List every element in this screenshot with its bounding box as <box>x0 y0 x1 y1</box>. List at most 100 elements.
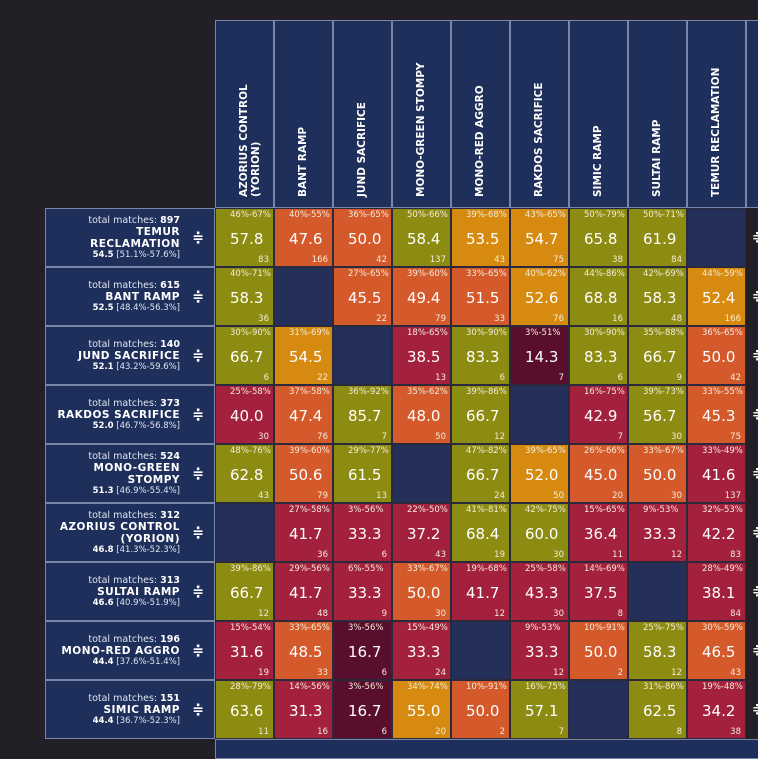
matchup-cell[interactable]: 6%-55% 33.3 9 <box>333 562 392 621</box>
matchup-cell[interactable]: 44%-86% 68.8 16 <box>569 267 628 326</box>
column-header[interactable]: SULTAI RAMP <box>628 20 687 208</box>
column-header[interactable]: MONO-GREEN STOMPY <box>392 20 451 208</box>
matchup-cell[interactable]: 14%-56% 31.3 16 <box>274 680 333 739</box>
row-header[interactable]: total matches: 151 SIMIC RAMP 44.4 [36.7%-… <box>45 680 215 739</box>
matchup-cell[interactable]: 29%-56% 41.7 48 <box>274 562 333 621</box>
sort-icon[interactable]: ≑ <box>192 406 204 423</box>
sort-icon[interactable]: ≑ <box>192 583 204 600</box>
matchup-cell[interactable]: 37%-58% 47.4 76 <box>274 385 333 444</box>
matchup-cell[interactable]: 33%-67% 50.0 30 <box>628 444 687 503</box>
row-header[interactable]: total matches: 313 SULTAI RAMP 46.6 [40.9%… <box>45 562 215 621</box>
matchup-cell[interactable]: 28%-79% 63.6 11 <box>215 680 274 739</box>
matchup-cell[interactable]: 33%-67% 50.0 30 <box>392 562 451 621</box>
matchup-cell[interactable]: 3%-56% 16.7 6 <box>333 680 392 739</box>
column-header[interactable]: BANT RAMP <box>274 20 333 208</box>
sort-icon[interactable]: ≑ <box>192 524 204 541</box>
column-header[interactable]: SIMIC RAMP <box>569 20 628 208</box>
column-header[interactable]: MONO-RED AGGRO <box>451 20 510 208</box>
matchup-cell[interactable]: 3%-56% 33.3 6 <box>333 503 392 562</box>
matchup-cell[interactable]: 44%-59% 52.4 166 <box>687 267 746 326</box>
row-header[interactable]: total matches: 140 JUND SACRIFICE 52.1 [43… <box>45 326 215 385</box>
matchup-cell[interactable]: 28%-49% 38.1 84 <box>687 562 746 621</box>
matchup-cell[interactable]: 40%-62% 52.6 76 <box>510 267 569 326</box>
column-header[interactable]: AZORIUS CONTROL (YORION) <box>215 20 274 208</box>
matchup-cell[interactable]: 3%-56% 16.7 6 <box>333 621 392 680</box>
matchup-cell[interactable]: 33%-49% 41.6 137 <box>687 444 746 503</box>
row-header[interactable]: total matches: 897 TEMUR RECLAMATION 54.5 … <box>45 208 215 267</box>
sort-icon[interactable]: ≑ <box>192 465 204 482</box>
matchup-cell[interactable]: 34%-74% 55.0 20 <box>392 680 451 739</box>
matchup-cell[interactable]: 30%-59% 46.5 43 <box>687 621 746 680</box>
matchup-cell[interactable]: 35%-88% 66.7 9 <box>628 326 687 385</box>
row-header[interactable]: total matches: 373 RAKDOS SACRIFICE 52.0 [… <box>45 385 215 444</box>
matchup-cell[interactable]: 25%-58% 40.0 30 <box>215 385 274 444</box>
matchup-cell[interactable]: 47%-82% 66.7 24 <box>451 444 510 503</box>
matchup-cell[interactable]: 31%-86% 62.5 8 <box>628 680 687 739</box>
matchup-cell[interactable]: 15%-54% 31.6 19 <box>215 621 274 680</box>
matchup-cell[interactable]: 40%-71% 58.3 36 <box>215 267 274 326</box>
matchup-cell[interactable]: 26%-66% 45.0 20 <box>569 444 628 503</box>
row-header[interactable]: total matches: 312 AZORIUS CONTROL (YORIO… <box>45 503 215 562</box>
row-header[interactable]: total matches: 196 MONO-RED AGGRO 44.4 [37… <box>45 621 215 680</box>
matchup-cell[interactable]: 15%-65% 36.4 11 <box>569 503 628 562</box>
matchup-cell[interactable]: 48%-76% 62.8 43 <box>215 444 274 503</box>
matchup-cell[interactable]: 42%-69% 58.3 48 <box>628 267 687 326</box>
matchup-cell[interactable]: 40%-55% 47.6 166 <box>274 208 333 267</box>
column-header[interactable]: JUND SACRIFICE <box>333 20 392 208</box>
sort-icon[interactable]: ≑ <box>192 288 204 305</box>
matchup-cell[interactable]: 19%-48% 34.2 38 <box>687 680 746 739</box>
matchup-cell[interactable]: 33%-55% 45.3 75 <box>687 385 746 444</box>
matchup-cell[interactable]: 10%-91% 50.0 2 <box>569 621 628 680</box>
matchup-cell[interactable]: 43%-65% 54.7 75 <box>510 208 569 267</box>
matchup-cell[interactable]: 30%-90% 66.7 6 <box>215 326 274 385</box>
matchup-cell[interactable]: 30%-90% 83.3 6 <box>451 326 510 385</box>
matchup-cell[interactable]: 46%-67% 57.8 83 <box>215 208 274 267</box>
matchup-cell[interactable]: 36%-65% 50.0 42 <box>687 326 746 385</box>
sort-icon[interactable]: ≑ <box>192 347 204 364</box>
matchup-cell[interactable]: 22%-50% 37.2 43 <box>392 503 451 562</box>
matchup-cell[interactable]: 39%-86% 66.7 12 <box>451 385 510 444</box>
matchup-cell[interactable]: 39%-65% 52.0 50 <box>510 444 569 503</box>
cell-confidence-interval: 19%-48% <box>702 682 743 692</box>
matchup-cell[interactable]: 39%-86% 66.7 12 <box>215 562 274 621</box>
matchup-cell[interactable]: 9%-53% 33.3 12 <box>510 621 569 680</box>
matchup-cell[interactable]: 32%-53% 42.2 83 <box>687 503 746 562</box>
matchup-cell[interactable]: 31%-69% 54.5 22 <box>274 326 333 385</box>
column-header[interactable]: RAKDOS SACRIFICE <box>510 20 569 208</box>
matchup-cell[interactable]: 30%-90% 83.3 6 <box>569 326 628 385</box>
matchup-cell[interactable]: 27%-58% 41.7 36 <box>274 503 333 562</box>
matchup-cell[interactable]: 36%-92% 85.7 7 <box>333 385 392 444</box>
matchup-cell[interactable]: 15%-49% 33.3 24 <box>392 621 451 680</box>
sort-icon[interactable]: ≑ <box>192 701 204 718</box>
matchup-cell[interactable]: 16%-75% 57.1 7 <box>510 680 569 739</box>
matchup-cell[interactable]: 33%-65% 48.5 33 <box>274 621 333 680</box>
matchup-cell[interactable]: 25%-58% 43.3 30 <box>510 562 569 621</box>
matchup-cell[interactable]: 39%-73% 56.7 30 <box>628 385 687 444</box>
matchup-cell[interactable]: 39%-60% 49.4 79 <box>392 267 451 326</box>
row-header[interactable]: total matches: 615 BANT RAMP 52.5 [48.4%-5… <box>45 267 215 326</box>
matchup-cell[interactable]: 50%-71% 61.9 84 <box>628 208 687 267</box>
matchup-cell[interactable]: 3%-51% 14.3 7 <box>510 326 569 385</box>
column-header[interactable]: TEMUR RECLAMATION <box>687 20 746 208</box>
matchup-cell[interactable]: 33%-65% 51.5 33 <box>451 267 510 326</box>
matchup-cell[interactable]: 39%-60% 50.6 79 <box>274 444 333 503</box>
matchup-cell[interactable]: 50%-79% 65.8 38 <box>569 208 628 267</box>
matchup-cell[interactable]: 39%-68% 53.5 43 <box>451 208 510 267</box>
row-header[interactable]: total matches: 524 MONO-GREEN STOMPY 51.3 … <box>45 444 215 503</box>
matchup-cell[interactable]: 19%-68% 41.7 12 <box>451 562 510 621</box>
matchup-cell[interactable]: 18%-65% 38.5 13 <box>392 326 451 385</box>
sort-icon[interactable]: ≑ <box>192 642 204 659</box>
sort-icon[interactable]: ≑ <box>192 229 204 246</box>
matchup-cell[interactable]: 36%-65% 50.0 42 <box>333 208 392 267</box>
matchup-cell[interactable]: 50%-66% 58.4 137 <box>392 208 451 267</box>
matchup-cell[interactable]: 29%-77% 61.5 13 <box>333 444 392 503</box>
matchup-cell[interactable]: 9%-53% 33.3 12 <box>628 503 687 562</box>
matchup-cell[interactable]: 16%-75% 42.9 7 <box>569 385 628 444</box>
matchup-cell[interactable]: 25%-75% 58.3 12 <box>628 621 687 680</box>
matchup-cell[interactable]: 14%-69% 37.5 8 <box>569 562 628 621</box>
matchup-cell[interactable]: 10%-91% 50.0 2 <box>451 680 510 739</box>
matchup-cell[interactable]: 41%-81% 68.4 19 <box>451 503 510 562</box>
matchup-cell[interactable]: 35%-62% 48.0 50 <box>392 385 451 444</box>
matchup-cell[interactable]: 27%-65% 45.5 22 <box>333 267 392 326</box>
matchup-cell[interactable]: 42%-75% 60.0 30 <box>510 503 569 562</box>
